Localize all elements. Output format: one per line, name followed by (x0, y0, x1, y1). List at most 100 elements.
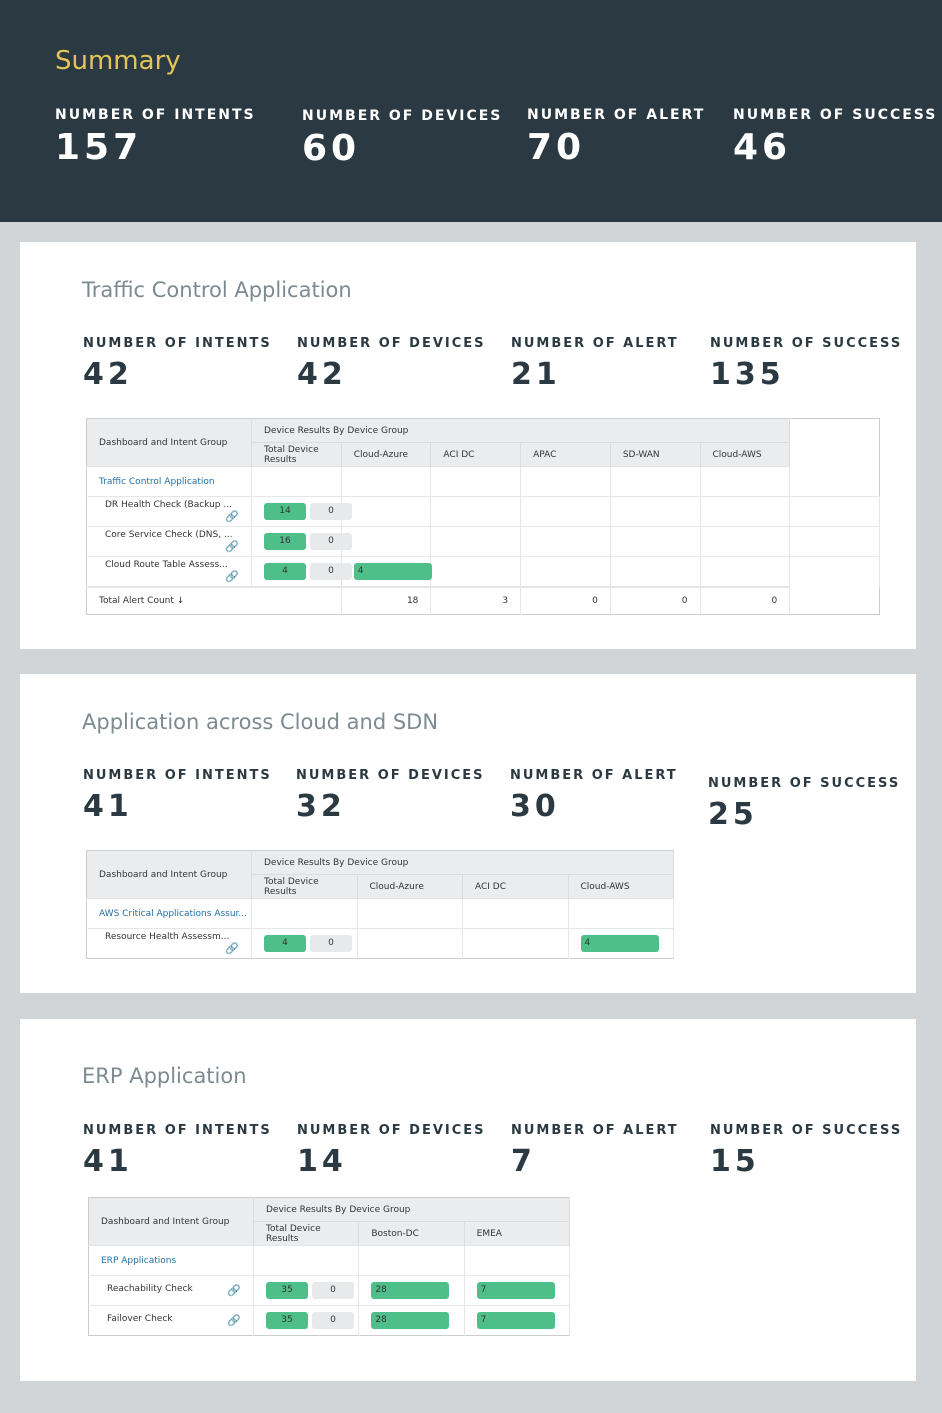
group-header: Device Results By Device Group (253, 1197, 570, 1222)
device-group-cell (520, 526, 611, 557)
header-row: Total Device Results Cloud-Azure ACI DC Clo… (87, 874, 674, 899)
column-header[interactable]: Total Device Results (251, 874, 358, 899)
total-results-cell: 35 0 (253, 1305, 360, 1336)
header-row: Dashboard and Intent Group Device Results… (86, 850, 674, 899)
stat: NUMBER OF SUCCESS 15 (710, 1123, 902, 1179)
device-group-pill[interactable]: 7 (476, 1312, 555, 1329)
link-icon[interactable]: 🔗 (225, 942, 239, 955)
column-header[interactable]: Boston-DC (358, 1221, 465, 1246)
column-header[interactable]: EMEA (464, 1221, 571, 1246)
intent-name[interactable]: DR Health Check (Backup ... (105, 500, 232, 510)
column-header[interactable]: Cloud-AWS (700, 442, 791, 467)
stat-label: NUMBER OF ALERT (511, 1123, 679, 1138)
stat-label: NUMBER OF SUCCESS (733, 107, 938, 123)
fail-count-pill[interactable]: 0 (312, 1312, 354, 1329)
intent-name[interactable]: Cloud Route Table Assess... (105, 559, 228, 570)
stat-value: 157 (55, 127, 143, 168)
table-row: DR Health Check (Backup ... 🔗 14 0 (86, 496, 880, 527)
link-icon[interactable]: 🔗 (227, 1314, 241, 1327)
total-alert-value: 0 (520, 585, 611, 615)
empty-cell (464, 1245, 571, 1276)
column-header[interactable]: Total Device Results (251, 442, 342, 467)
success-count-pill[interactable]: 4 (264, 562, 306, 580)
stat: NUMBER OF DEVICES 32 (296, 768, 485, 824)
stat-value: 15 (710, 1144, 760, 1179)
device-group-cell (341, 526, 432, 557)
column-header[interactable]: Cloud-AWS (568, 874, 674, 899)
stat-value: 60 (302, 128, 361, 169)
device-group-cell (430, 526, 522, 557)
fail-count-pill[interactable]: 0 (310, 533, 352, 550)
device-group-cell (789, 496, 880, 527)
empty-cell (568, 898, 674, 929)
card-title: Application across Cloud and SDN (82, 710, 439, 734)
stat-label: NUMBER OF SUCCESS (710, 336, 903, 351)
device-group-pill[interactable]: 28 (371, 1312, 450, 1329)
stat-value: 7 (511, 1144, 536, 1179)
device-group-cell (462, 928, 569, 959)
device-group-pill[interactable]: 4 (353, 562, 432, 580)
col-header-intent-group: Dashboard and Intent Group (86, 850, 252, 899)
intent-name-cell: Core Service Check (DNS, ... 🔗 (86, 526, 252, 557)
success-count-pill[interactable]: 4 (264, 935, 306, 952)
stat-success: NUMBER OF SUCCESS 46 (733, 107, 937, 168)
device-group-cell (357, 928, 463, 959)
success-count-pill[interactable]: 35 (266, 1282, 308, 1299)
results-table: Dashboard and Intent Group Device Results… (86, 850, 674, 959)
link-icon[interactable]: 🔗 (225, 510, 239, 523)
total-results-cell: 14 0 (251, 496, 352, 527)
stat-value: 70 (527, 127, 586, 168)
empty-cell (251, 466, 342, 497)
stat-label: NUMBER OF ALERT (511, 336, 679, 351)
device-group-cell (430, 556, 522, 587)
column-header[interactable]: ACI DC (462, 874, 569, 899)
intent-name[interactable]: Reachability Check (107, 1284, 193, 1294)
intent-name-cell: DR Health Check (Backup ... 🔗 (86, 496, 252, 527)
total-alert-value: 18 (341, 585, 432, 615)
intent-name-cell: Cloud Route Table Assess... 🔗 (86, 556, 252, 587)
device-group-pill[interactable]: 28 (371, 1282, 450, 1299)
success-count-pill[interactable]: 14 (264, 503, 306, 520)
group-link[interactable]: AWS Critical Applications Assur... (86, 898, 252, 929)
total-alert-value: 3 (430, 585, 522, 615)
group-header: Device Results By Device Group (251, 850, 674, 875)
column-header[interactable]: Total Device Results (253, 1221, 360, 1246)
summary-header: Summary NUMBER OF INTENTS 157 NUMBER OF D… (0, 0, 942, 222)
group-link[interactable]: Traffic Control Application (86, 466, 252, 497)
column-header[interactable]: Cloud-Azure (357, 874, 463, 899)
device-group-cell: 4 (568, 928, 674, 959)
group-link[interactable]: ERP Applications (88, 1245, 254, 1276)
success-count-pill[interactable]: 35 (266, 1312, 308, 1329)
fail-count-pill[interactable]: 0 (312, 1282, 354, 1299)
column-header[interactable]: ACI DC (430, 442, 522, 467)
table-row: Core Service Check (DNS, ... 🔗 16 0 (86, 526, 880, 557)
fail-count-pill[interactable]: 0 (310, 503, 352, 520)
group-header: Device Results By Device Group (251, 418, 791, 443)
fail-count-pill[interactable]: 0 (310, 935, 352, 952)
intent-name[interactable]: Core Service Check (DNS, ... (105, 530, 233, 540)
intent-name[interactable]: Failover Check (107, 1314, 173, 1324)
empty-cell (430, 466, 522, 497)
device-group-cell: 7 (464, 1305, 571, 1336)
total-alert-label[interactable]: Total Alert Count ↓ (86, 585, 342, 615)
stat-label: NUMBER OF DEVICES (302, 108, 503, 124)
link-icon[interactable]: 🔗 (225, 540, 239, 553)
stat-value: 42 (297, 357, 347, 392)
intent-name-cell: Resource Health Assessm... 🔗 (86, 928, 252, 959)
success-count-pill[interactable]: 16 (264, 533, 306, 550)
col-header-intent-group: Dashboard and Intent Group (88, 1197, 254, 1246)
results-table: Dashboard and Intent Group Device Results… (88, 1197, 571, 1336)
intent-name[interactable]: Resource Health Assessm... (105, 932, 230, 942)
column-header[interactable]: Cloud-Azure (341, 442, 432, 467)
empty-cell (358, 1245, 465, 1276)
stat-value: 14 (297, 1144, 347, 1179)
table-row: Reachability Check 🔗 35 0 28 7 (88, 1275, 571, 1306)
column-header[interactable]: APAC (520, 442, 611, 467)
stat-value: 41 (83, 789, 133, 824)
link-icon[interactable]: 🔗 (227, 1284, 241, 1297)
device-group-pill[interactable]: 4 (580, 935, 659, 952)
column-header[interactable]: SD-WAN (610, 442, 701, 467)
fail-count-pill[interactable]: 0 (310, 562, 352, 580)
device-group-pill[interactable]: 7 (476, 1282, 555, 1299)
link-icon[interactable]: 🔗 (225, 569, 239, 583)
